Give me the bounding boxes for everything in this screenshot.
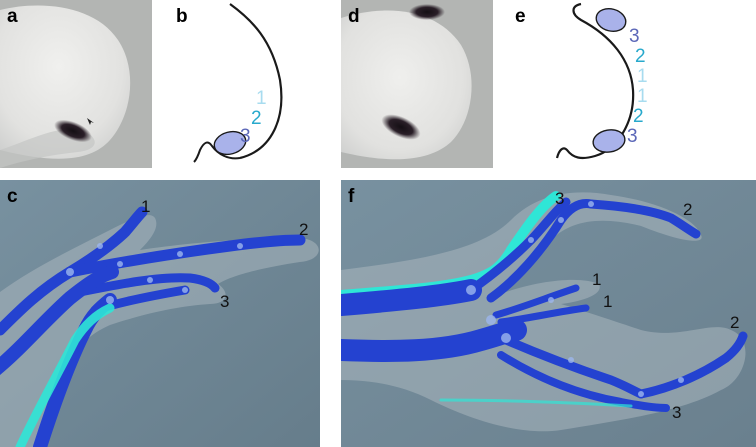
panel-label-e: e bbox=[515, 6, 526, 27]
panel-f: 3 2 1 1 2 3 f bbox=[341, 180, 756, 447]
digit-label-3: 3 bbox=[240, 126, 251, 147]
digit-label-2-bottom: 2 bbox=[730, 313, 739, 332]
zpa-oval bbox=[213, 130, 247, 156]
digit-label-3-top: 3 bbox=[555, 189, 564, 208]
limb-outline bbox=[229, 3, 283, 160]
digit-label-3-top: 3 bbox=[629, 26, 640, 47]
digit-label-2: 2 bbox=[251, 108, 262, 129]
digit-label-2-top: 2 bbox=[635, 46, 646, 67]
panel-b-schematic: 1 2 3 bbox=[172, 0, 320, 168]
zpa-oval-bottom bbox=[592, 129, 626, 153]
digit-label-2-top: 2 bbox=[683, 200, 692, 219]
digit-label-1-top: 1 bbox=[637, 66, 648, 87]
digit-label-1-top: 1 bbox=[592, 270, 601, 289]
zpa-oval-top bbox=[595, 7, 627, 33]
digit-label-2: 2 bbox=[299, 220, 308, 239]
panel-label-c: c bbox=[7, 186, 18, 207]
panel-label-b: b bbox=[176, 6, 188, 27]
pigment-spot bbox=[54, 119, 92, 143]
digit-label-3-bottom: 3 bbox=[672, 403, 681, 422]
digit-label-1: 1 bbox=[256, 88, 267, 109]
panel-d-photo bbox=[341, 0, 493, 168]
panel-c-stain: 1 2 3 bbox=[0, 180, 320, 447]
skeleton bbox=[0, 206, 306, 447]
digit-label-1-bottom: 1 bbox=[637, 86, 648, 107]
digit-label-2-bottom: 2 bbox=[633, 106, 644, 127]
panel-label-a: a bbox=[7, 6, 18, 27]
limb-outline bbox=[555, 2, 635, 160]
panel-a-photo bbox=[0, 0, 152, 168]
digit-label-3-bottom: 3 bbox=[627, 126, 638, 147]
pigment-spot-top bbox=[409, 4, 445, 20]
panel-c: 1 2 3 c bbox=[0, 180, 320, 447]
skeleton bbox=[341, 191, 748, 412]
pigment-spot-bottom bbox=[381, 114, 421, 140]
panel-e: 3 2 1 1 2 3 e bbox=[511, 0, 659, 168]
panel-label-f: f bbox=[348, 186, 355, 207]
panel-a: a bbox=[0, 0, 152, 168]
panel-d: d bbox=[341, 0, 493, 168]
panel-b: 1 2 3 b bbox=[172, 0, 320, 168]
panel-label-d: d bbox=[348, 6, 360, 27]
panel-f-stain: 3 2 1 1 2 3 bbox=[341, 180, 756, 447]
panel-e-schematic: 3 2 1 1 2 3 bbox=[511, 0, 659, 168]
digit-label-3: 3 bbox=[220, 292, 229, 311]
digit-label-1: 1 bbox=[141, 197, 150, 216]
digit-label-1-bottom: 1 bbox=[603, 292, 612, 311]
